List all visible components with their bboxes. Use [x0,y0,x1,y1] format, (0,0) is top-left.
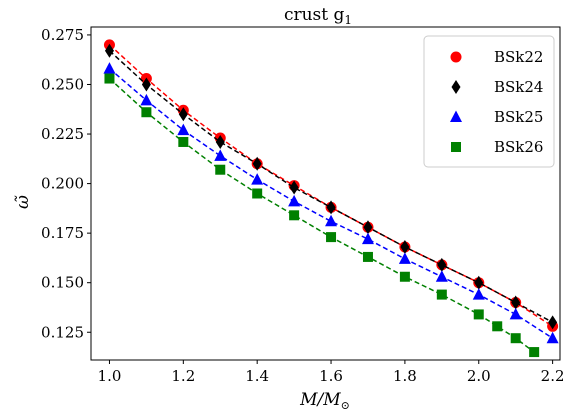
data-point-bsk25 [251,173,264,185]
y-tick-label: 0.175 [41,224,84,242]
series-layer [103,39,559,358]
chart-title: crust g1 [284,5,352,27]
legend-marker-bsk22 [450,51,462,63]
data-point-bsk24 [178,107,188,122]
data-point-bsk24 [252,156,262,171]
y-axis-label: ω̃ [13,195,33,209]
legend-marker-bsk25 [450,110,462,122]
x-tick-label: 1.8 [393,367,417,385]
data-point-bsk24 [104,43,114,58]
data-point-bsk24 [215,134,225,149]
x-tick-label: 2.2 [541,367,563,385]
y-tick-label: 0.150 [41,274,84,292]
data-point-bsk24 [289,180,299,195]
legend-entry-bsk22: BSk22 [450,48,543,66]
data-point-bsk25 [288,194,301,207]
plot-frame [90,26,561,361]
data-point-bsk24 [437,257,447,272]
legend-entry-bsk24: BSk24 [451,78,543,96]
legend: BSk22 BSk24 BSk25 BSk26 [423,35,555,168]
data-point-bsk25 [361,232,374,245]
data-point-bsk26 [510,333,521,344]
x-axis-label: M/M⊙ [299,390,350,412]
data-point-bsk26 [326,232,337,243]
y-tick-label: 0.275 [41,26,84,44]
data-point-bsk24 [511,295,521,310]
data-point-bsk26 [141,107,152,118]
legend-entry-bsk26: BSk26 [451,138,543,156]
data-point-bsk26 [178,136,189,147]
chart-title-subscript: 1 [344,13,352,27]
data-point-bsk24 [548,315,558,330]
data-point-bsk26 [252,188,263,199]
data-point-bsk26 [492,321,503,332]
data-point-bsk24 [400,240,410,255]
data-point-bsk26 [104,73,115,84]
legend-label-bsk26: BSk26 [494,138,543,156]
legend-label-bsk22: BSk22 [494,48,543,66]
y-tick-label: 0.125 [41,323,84,341]
data-point-bsk25 [472,288,485,300]
y-tick-label: 0.225 [41,125,84,143]
y-axis: 0.125 0.150 0.175 0.200 0.225 0.250 0.275 [41,26,91,341]
data-point-bsk26 [473,309,484,320]
y-tick-label: 0.200 [41,175,84,193]
data-point-bsk25 [214,149,227,161]
data-point-bsk25 [103,62,116,74]
legend-label-bsk24: BSk24 [494,78,543,96]
x-tick-label: 1.2 [171,367,195,385]
data-point-bsk26 [362,251,373,262]
data-point-bsk24 [326,200,336,215]
data-point-bsk26 [436,289,447,300]
data-point-bsk26 [215,164,226,175]
series-bsk25 [103,62,559,344]
legend-entry-bsk25: BSk25 [450,108,543,126]
data-point-bsk24 [363,220,373,235]
x-tick-label: 1.4 [245,367,269,385]
data-point-bsk24 [141,77,151,92]
data-point-bsk26 [399,271,410,282]
chart-title-main: crust g [284,5,345,25]
legend-marker-bsk26 [451,142,461,152]
data-point-bsk25 [509,307,522,320]
legend-marker-bsk24 [451,80,461,94]
legend-label-bsk25: BSk25 [494,108,543,126]
data-point-bsk24 [474,275,484,290]
x-tick-label: 2.0 [467,367,491,385]
data-point-bsk25 [398,252,411,264]
y-tick-label: 0.250 [41,75,84,93]
x-axis-label-main: M/M [299,390,341,410]
series-bsk24 [104,43,558,330]
x-axis-label-subscript: ⊙ [341,399,350,412]
data-point-bsk26 [529,347,540,358]
series-bsk26 [104,73,540,358]
x-tick-label: 1.6 [319,367,343,385]
data-point-bsk26 [289,210,300,221]
x-axis: 1.0 1.2 1.4 1.6 1.8 2.0 2.2 [98,360,563,385]
data-point-bsk25 [546,331,559,344]
x-tick-label: 1.0 [98,367,122,385]
legend-box [423,35,555,168]
data-point-bsk25 [435,270,448,282]
data-point-bsk25 [177,123,190,136]
data-point-bsk25 [325,214,338,227]
data-point-bsk25 [140,93,153,106]
